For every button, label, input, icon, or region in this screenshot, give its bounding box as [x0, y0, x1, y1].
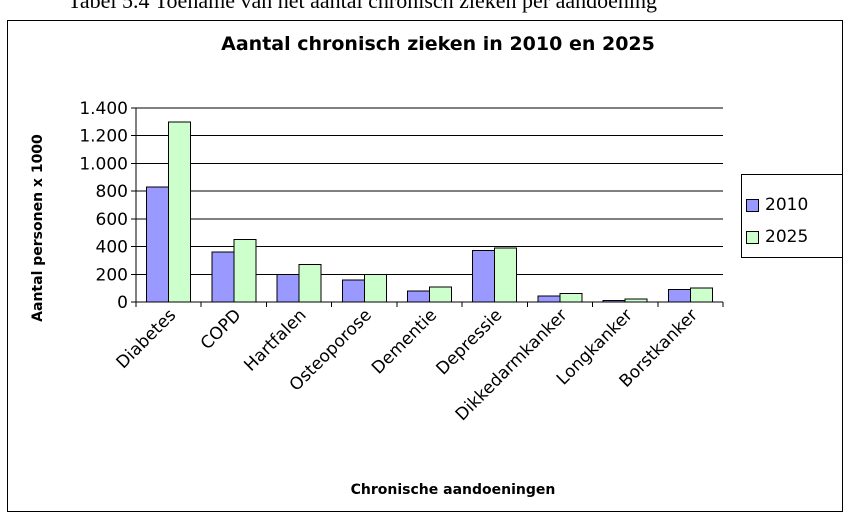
y-tick-label: 400 — [96, 238, 128, 258]
bar-2010-hartfalen — [276, 273, 300, 303]
bar-2025-dikkedarmkanker — [559, 293, 583, 303]
bar-2010-diabetes — [146, 186, 170, 303]
legend-item-2025: 2025 — [746, 225, 808, 249]
x-tick-label: Dikkedarmkanker — [452, 305, 572, 425]
y-tick-label: 1.400 — [79, 99, 128, 119]
bar-2025-dementie — [429, 286, 452, 303]
y-tick-label: 200 — [96, 265, 128, 285]
bar-2010-copd — [211, 251, 235, 303]
legend-item-2010: 2010 — [746, 193, 808, 217]
y-tick-label: 1.000 — [79, 154, 128, 174]
bar-2010-dikkedarmkanker — [537, 295, 561, 303]
bar-2025-osteoporose — [363, 273, 387, 303]
bar-2010-depressie — [472, 250, 496, 303]
bar-2025-longkanker — [624, 298, 648, 303]
y-tick-label: 600 — [96, 210, 128, 230]
x-axis-title: Chronische aandoeningen — [350, 482, 556, 498]
legend-label-2025: 2025 — [765, 227, 809, 247]
bar-2025-depressie — [494, 247, 518, 303]
legend: 2010 2025 — [741, 174, 843, 258]
bar-2010-longkanker — [602, 300, 626, 303]
chart-plot: 0 200 400 600 800 1.000 1.200 1.400 Diabetes COPD… — [79, 99, 724, 425]
bar-2010-dementie — [407, 290, 430, 303]
x-tick-label: Dementie — [368, 305, 441, 378]
chart-title: Aantal chronisch zieken in 2010 en 2025 — [221, 33, 655, 55]
page-caption: Tabel 5.4 Toename van het aantal chronis… — [68, 0, 658, 13]
x-tick-label: Hartfalen — [240, 305, 310, 375]
legend-swatch-2025 — [746, 230, 759, 244]
chart-area: 0 200 400 600 800 1.000 1.200 1.400 Diabetes COPD… — [7, 20, 843, 512]
bar-2025-borstkanker — [689, 287, 713, 303]
bar-2025-hartfalen — [298, 264, 322, 303]
legend-label-2010: 2010 — [765, 195, 809, 215]
y-axis-title: Aantal personen x 1000 — [30, 134, 46, 322]
bar-2025-copd — [233, 239, 257, 303]
y-tick-label: 0 — [117, 293, 128, 313]
bar-2010-osteoporose — [341, 279, 365, 303]
y-tick-label: 1.200 — [79, 127, 128, 147]
y-tick-label: 800 — [96, 182, 128, 202]
bar-2025-diabetes — [168, 121, 192, 303]
bar-2010-borstkanker — [667, 289, 691, 303]
x-tick-label: Diabetes — [113, 305, 181, 373]
legend-swatch-2010 — [746, 198, 759, 212]
x-tick-label: COPD — [197, 305, 246, 354]
